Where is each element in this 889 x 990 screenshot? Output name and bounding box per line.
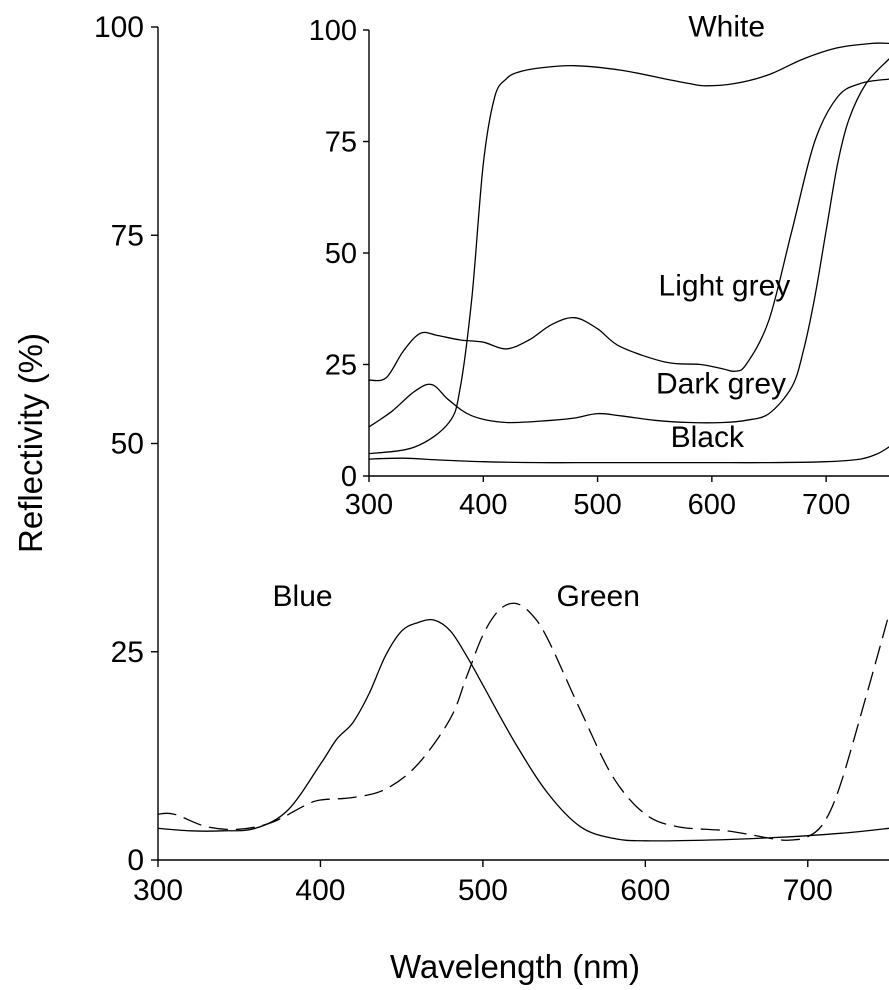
main-y-tick-label: 50 xyxy=(111,428,144,461)
inset-series-black-line xyxy=(368,446,889,464)
inset-x-tick-label: 600 xyxy=(688,489,736,521)
main-y-tick-label: 75 xyxy=(111,219,144,252)
main-series-label: Green xyxy=(557,580,640,613)
main-series-label: Blue xyxy=(273,580,333,613)
inset-series-dark-grey-line xyxy=(368,58,889,428)
inset-y-tick-label: 50 xyxy=(325,238,357,270)
inset-series-label: Light grey xyxy=(659,269,791,302)
inset-x-tick-label: 400 xyxy=(459,489,507,521)
inset-chart: 0 25 50 75 100 300 400 500 600 700 White Light grey… xyxy=(309,11,889,521)
inset-x-tick-label: 500 xyxy=(573,489,621,521)
y-axis-label: Reflectivity (%) xyxy=(12,333,49,553)
inset-y-tick-label: 25 xyxy=(325,350,357,382)
inset-series-label: Black xyxy=(671,421,745,454)
inset-y-tick-label: 0 xyxy=(341,461,357,493)
inset-y-tick-label: 100 xyxy=(309,15,357,47)
main-x-tick-label: 500 xyxy=(458,874,508,907)
inset-series-label: White xyxy=(688,11,765,44)
main-x-tick-label: 600 xyxy=(620,874,670,907)
inset-x-tick-label: 300 xyxy=(345,489,393,521)
inset-y-tick-label: 75 xyxy=(325,127,357,159)
main-series-green-line xyxy=(157,602,889,841)
main-y-tick-label: 25 xyxy=(111,636,144,669)
x-axis-label: Wavelength (nm) xyxy=(390,948,640,985)
main-y-tick-label: 0 xyxy=(127,844,144,877)
inset-series-label: Dark grey xyxy=(656,367,786,400)
main-series-blue-line xyxy=(157,618,889,842)
main-x-tick-label: 400 xyxy=(295,874,345,907)
main-x-tick-label: 700 xyxy=(783,874,833,907)
inset-x-tick-label: 700 xyxy=(802,489,850,521)
inset-series-light-grey-line xyxy=(368,78,889,382)
main-y-tick-label: 100 xyxy=(94,11,144,44)
inset-series-white-line xyxy=(368,42,889,455)
main-x-tick-label: 300 xyxy=(133,874,183,907)
